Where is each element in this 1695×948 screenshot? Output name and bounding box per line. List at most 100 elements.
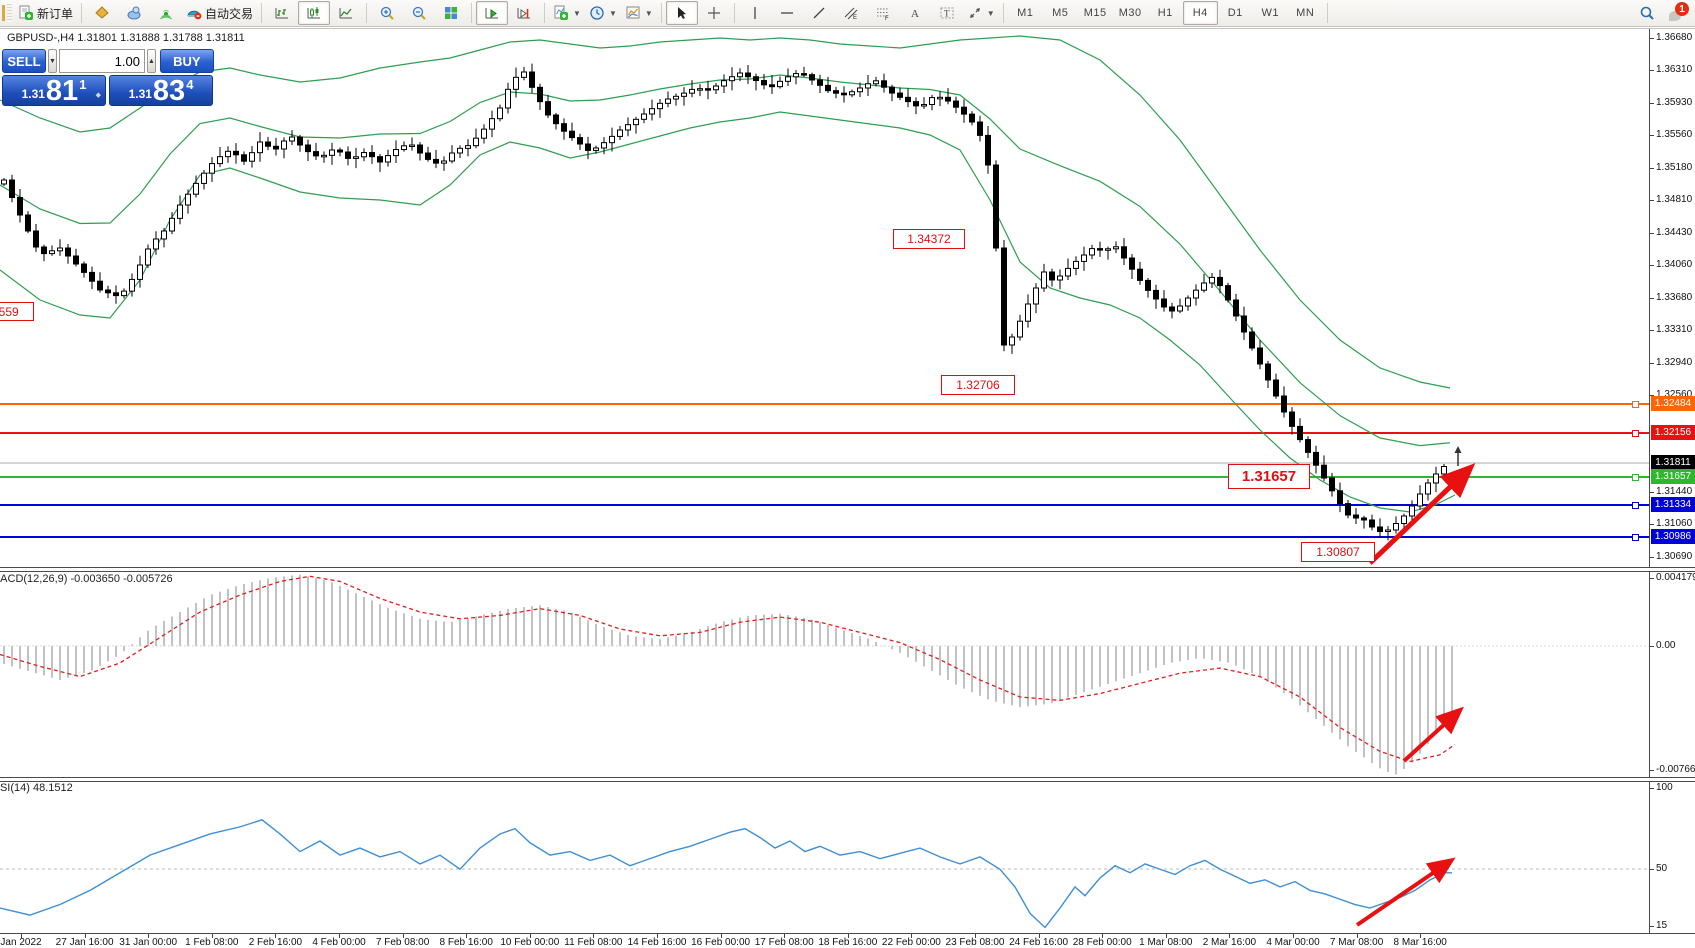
equidistant-channel-icon: E bbox=[844, 7, 858, 21]
buy-button[interactable]: BUY bbox=[159, 49, 214, 73]
main-macd-separator[interactable] bbox=[0, 567, 1695, 572]
text-button[interactable]: A bbox=[899, 1, 931, 25]
text-label-icon: T bbox=[940, 7, 954, 19]
dropdown-arrow-icon: ▼ bbox=[986, 8, 995, 18]
price-tick: 1.34810 bbox=[1656, 194, 1693, 205]
time-tick: 24 Feb 16:00 bbox=[1009, 937, 1069, 948]
clipped-icon bbox=[2, 5, 5, 21]
time-tick: 8 Mar 16:00 bbox=[1393, 937, 1447, 948]
templates-button[interactable]: ▼ bbox=[621, 1, 657, 25]
clock-icon bbox=[590, 6, 604, 20]
timeframe-label: MN bbox=[1296, 7, 1315, 19]
volume-increase-button[interactable]: ▲ bbox=[146, 49, 156, 73]
shapes-button[interactable]: ▼ bbox=[963, 1, 999, 25]
horizontal-line-button[interactable] bbox=[771, 1, 803, 25]
tile-windows-button[interactable] bbox=[435, 1, 467, 25]
sell-price-panel[interactable]: 1.31 81 1 ◆ bbox=[2, 75, 106, 106]
one-click-trading-panel: SELL ▼ ▲ BUY 1.31 81 1 ◆ 1.31 83 4 bbox=[2, 49, 214, 106]
search-button[interactable] bbox=[1631, 1, 1663, 25]
price-tick: 1.36680 bbox=[1656, 32, 1693, 43]
toolbar-grip bbox=[7, 4, 12, 22]
auto-scroll-button[interactable] bbox=[476, 1, 509, 25]
time-tick: 7 Feb 08:00 bbox=[375, 937, 430, 948]
chart-shift-button[interactable] bbox=[508, 1, 540, 25]
line-handle[interactable] bbox=[1632, 474, 1639, 481]
macd-rsi-separator[interactable] bbox=[0, 777, 1695, 782]
dropdown-arrow-icon: ▼ bbox=[608, 8, 617, 18]
periods-button[interactable]: ▼ bbox=[585, 1, 621, 25]
cursor-button[interactable] bbox=[665, 1, 698, 25]
chat-bubble-icon bbox=[1669, 11, 1681, 21]
timeframe-M1[interactable]: M1 bbox=[1008, 1, 1043, 25]
time-tick: 22 Feb 00:00 bbox=[881, 937, 941, 948]
search-icon bbox=[1640, 6, 1654, 20]
sell-price-marker: ◆ bbox=[95, 92, 101, 99]
line-chart-button[interactable] bbox=[330, 1, 362, 25]
volume-decrease-button[interactable]: ▼ bbox=[48, 49, 57, 73]
toolbar-separator bbox=[471, 3, 473, 23]
sell-price-prefix: 1.31 bbox=[21, 87, 45, 101]
timeframe-W1[interactable]: W1 bbox=[1253, 1, 1288, 25]
auto-trading-button[interactable]: 自动交易 bbox=[182, 1, 257, 25]
buy-price-panel[interactable]: 1.31 83 4 bbox=[109, 75, 213, 106]
timeframe-H4[interactable]: H4 bbox=[1182, 1, 1218, 25]
timeframe-M15[interactable]: M15 bbox=[1078, 1, 1113, 25]
trend-arrow-3[interactable] bbox=[1355, 857, 1456, 927]
time-tick-mark bbox=[1102, 934, 1104, 938]
time-tick: 7 Mar 08:00 bbox=[1329, 937, 1384, 948]
chart-title: GBPUSD-,H4 1.31801 1.31888 1.31788 1.318… bbox=[7, 32, 245, 44]
line-handle[interactable] bbox=[1632, 534, 1639, 541]
trendline-button[interactable] bbox=[803, 1, 835, 25]
fibonacci-button[interactable]: F bbox=[867, 1, 899, 25]
fibonacci-icon: F bbox=[876, 8, 889, 21]
zoom-in-button[interactable] bbox=[371, 1, 403, 25]
trend-arrow-1[interactable] bbox=[1368, 463, 1476, 565]
time-tick-mark bbox=[275, 934, 277, 938]
dropdown-arrow-icon: ▼ bbox=[644, 8, 653, 18]
time-tick: 8 Feb 16:00 bbox=[439, 937, 493, 948]
price-callout-1.32706: 1.32706 bbox=[941, 375, 1015, 395]
svg-text:F: F bbox=[885, 16, 889, 21]
buy-price-prefix: 1.31 bbox=[128, 87, 152, 101]
time-tick-mark bbox=[1420, 934, 1422, 938]
timeframe-MN[interactable]: MN bbox=[1288, 1, 1323, 25]
price-tick-mark bbox=[1649, 926, 1654, 927]
equidistant-channel-button[interactable]: E bbox=[835, 1, 867, 25]
buy-price-big: 83 bbox=[152, 75, 186, 107]
toolbar-separator bbox=[1002, 3, 1004, 23]
timeframe-H1[interactable]: H1 bbox=[1148, 1, 1183, 25]
quotes-button[interactable] bbox=[86, 1, 118, 25]
trend-arrow-2[interactable] bbox=[1402, 706, 1464, 763]
data-window-button[interactable] bbox=[118, 1, 150, 25]
volume-input[interactable] bbox=[58, 49, 145, 73]
crosshair-button[interactable] bbox=[698, 1, 730, 25]
indicators-icon bbox=[554, 5, 569, 20]
vertical-line-button[interactable] bbox=[739, 1, 771, 25]
line-handle[interactable] bbox=[1632, 502, 1639, 509]
zoom-out-button[interactable] bbox=[403, 1, 435, 25]
price-tick: 1.32560 bbox=[1656, 389, 1693, 400]
signals-button[interactable] bbox=[150, 1, 182, 25]
sell-button[interactable]: SELL bbox=[2, 49, 46, 73]
notifications-button[interactable]: 1 bbox=[1669, 2, 1689, 21]
timeframe-M30[interactable]: M30 bbox=[1113, 1, 1148, 25]
line-handle[interactable] bbox=[1632, 401, 1639, 408]
timeframe-D1[interactable]: D1 bbox=[1218, 1, 1253, 25]
time-tick-mark bbox=[1165, 934, 1167, 938]
svg-text:T: T bbox=[944, 9, 950, 19]
line-handle[interactable] bbox=[1632, 430, 1639, 437]
time-tick-mark bbox=[84, 934, 86, 938]
price-tick-mark bbox=[1649, 557, 1654, 558]
candlestick-chart-icon bbox=[307, 7, 321, 19]
new-order-button[interactable]: 新订单 bbox=[14, 1, 77, 25]
auto-scroll-icon bbox=[485, 8, 499, 19]
price-callout-1.31657: 1.31657 bbox=[1228, 464, 1310, 489]
indicators-button[interactable]: ▼ bbox=[549, 1, 585, 25]
price-tick-mark bbox=[1649, 492, 1654, 493]
timeframe-M5[interactable]: M5 bbox=[1043, 1, 1078, 25]
candlestick-chart-button[interactable] bbox=[298, 1, 331, 25]
bar-chart-button[interactable] bbox=[266, 1, 298, 25]
text-label-button[interactable]: T bbox=[931, 1, 963, 25]
candles bbox=[1, 63, 1447, 541]
